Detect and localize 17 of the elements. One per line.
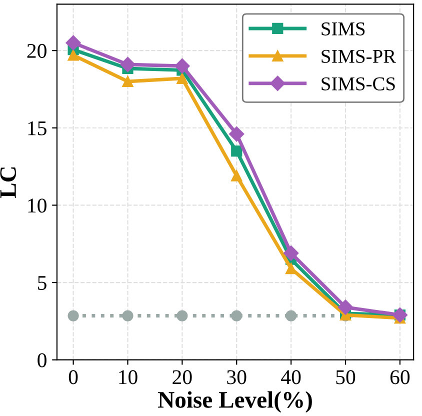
x-tick-label: 20 <box>172 370 192 384</box>
y-tick-label: 0 <box>38 353 46 368</box>
y-tick-label: 15 <box>28 121 46 136</box>
x-axis-title: Noise Level(%) <box>158 391 312 413</box>
y-tick-label: 20 <box>27 44 46 58</box>
legend-label: SIMS-CS <box>322 77 395 90</box>
y-axis-title: LC <box>0 167 16 198</box>
y-tick-label: 5 <box>38 276 46 290</box>
x-tick-label: 0 <box>68 370 78 384</box>
x-tick-label: 60 <box>390 370 410 384</box>
legend-label: SIMS <box>322 22 365 36</box>
legend-label: SIMS-PR <box>322 50 396 63</box>
x-tick-label: 10 <box>119 370 138 384</box>
x-tick-label: 40 <box>281 370 301 384</box>
x-tick-label: 50 <box>336 370 356 384</box>
x-tick-label: 30 <box>227 370 246 384</box>
y-tick-label: 10 <box>28 198 46 213</box>
